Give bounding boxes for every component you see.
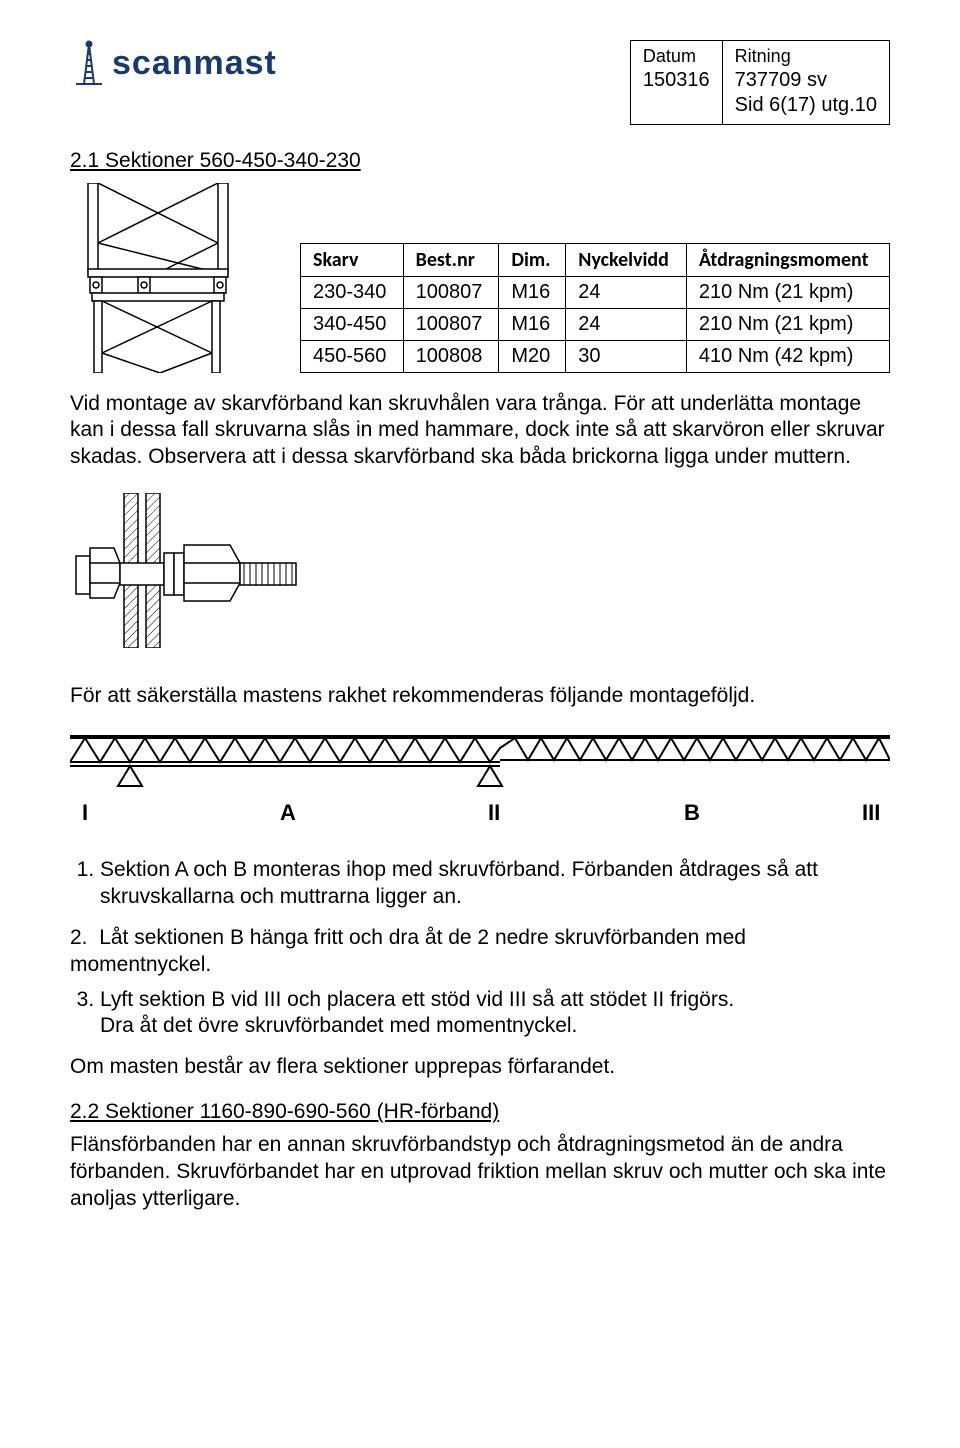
cell: 100808 — [403, 340, 499, 372]
section-heading-2-1: 2.1 Sektioner 560-450-340-230 — [70, 149, 890, 173]
skarv-row: Skarv Best.nr Dim. Nyckelvidd Åtdragning… — [70, 183, 890, 373]
bolt-figure — [70, 493, 890, 653]
cell: 340-450 — [301, 308, 404, 340]
paragraph-1: Vid montage av skarvförband kan skruvhål… — [70, 391, 890, 472]
col-skarv: Skarv — [301, 243, 404, 276]
logo: scanmast — [70, 40, 277, 86]
paragraph-2: För att säkerställa mastens rakhet rekom… — [70, 683, 890, 710]
cell: 210 Nm (21 kpm) — [686, 276, 889, 308]
steps-list-2: Lyft sektion B vid III och placera ett s… — [70, 987, 890, 1041]
truss-label-III: III — [862, 800, 880, 825]
col-bestnr: Best.nr — [403, 243, 499, 276]
cell: M20 — [499, 340, 566, 372]
cell: 410 Nm (42 kpm) — [686, 340, 889, 372]
title-box: Datum 150316 Ritning 737709 sv Sid 6(17)… — [630, 40, 890, 125]
table-header-row: Skarv Best.nr Dim. Nyckelvidd Åtdragning… — [301, 243, 890, 276]
cell: 24 — [566, 308, 687, 340]
truss-label-A: A — [280, 800, 296, 825]
cell: 30 — [566, 340, 687, 372]
cell: 100807 — [403, 308, 499, 340]
truss-label-B: B — [684, 800, 700, 825]
ritning-cell: Ritning 737709 sv Sid 6(17) utg.10 — [722, 41, 889, 124]
page-header: scanmast Datum 150316 Ritning 737709 sv … — [70, 40, 890, 125]
paragraph-4: Flänsförbanden har en annan skruvförband… — [70, 1132, 890, 1213]
step-1: Sektion A och B monteras ihop med skruvf… — [100, 857, 890, 911]
table-row: 450-560 100808 M20 30 410 Nm (42 kpm) — [301, 340, 890, 372]
spec-table: Skarv Best.nr Dim. Nyckelvidd Åtdragning… — [300, 243, 890, 373]
sid-value: Sid 6(17) utg.10 — [735, 94, 877, 116]
logo-text: scanmast — [112, 44, 277, 83]
spec-table-wrap: Skarv Best.nr Dim. Nyckelvidd Åtdragning… — [300, 243, 890, 373]
lattice-joint-figure — [70, 183, 260, 373]
ritning-label: Ritning — [735, 45, 877, 68]
paragraph-3: Om masten består av flera sektioner uppr… — [70, 1054, 890, 1081]
cell: 24 — [566, 276, 687, 308]
col-nyckelvidd: Nyckelvidd — [566, 243, 687, 276]
step-3: Lyft sektion B vid III och placera ett s… — [100, 987, 890, 1041]
truss-label-I: I — [82, 800, 88, 825]
table-row: 230-340 100807 M16 24 210 Nm (21 kpm) — [301, 276, 890, 308]
step-2: 2. Låt sektionen B hänga fritt och dra å… — [70, 925, 890, 979]
logo-mast-icon — [70, 40, 108, 86]
section-heading-2-2: 2.2 Sektioner 1160-890-690-560 (HR-förba… — [70, 1099, 890, 1126]
col-moment: Åtdragningsmoment — [686, 243, 889, 276]
table-row: 340-450 100807 M16 24 210 Nm (21 kpm) — [301, 308, 890, 340]
cell: 100807 — [403, 276, 499, 308]
ritning-value: 737709 sv — [735, 69, 827, 91]
datum-cell: Datum 150316 — [631, 41, 722, 124]
cell: M16 — [499, 308, 566, 340]
truss-long-figure: I A II B III — [70, 728, 890, 833]
col-dim: Dim. — [499, 243, 566, 276]
cell: M16 — [499, 276, 566, 308]
truss-label-II: II — [488, 800, 500, 825]
cell: 210 Nm (21 kpm) — [686, 308, 889, 340]
page: scanmast Datum 150316 Ritning 737709 sv … — [0, 0, 960, 1269]
datum-label: Datum — [643, 45, 710, 68]
steps-list: Sektion A och B monteras ihop med skruvf… — [70, 857, 890, 911]
cell: 450-560 — [301, 340, 404, 372]
cell: 230-340 — [301, 276, 404, 308]
datum-value: 150316 — [643, 69, 710, 91]
